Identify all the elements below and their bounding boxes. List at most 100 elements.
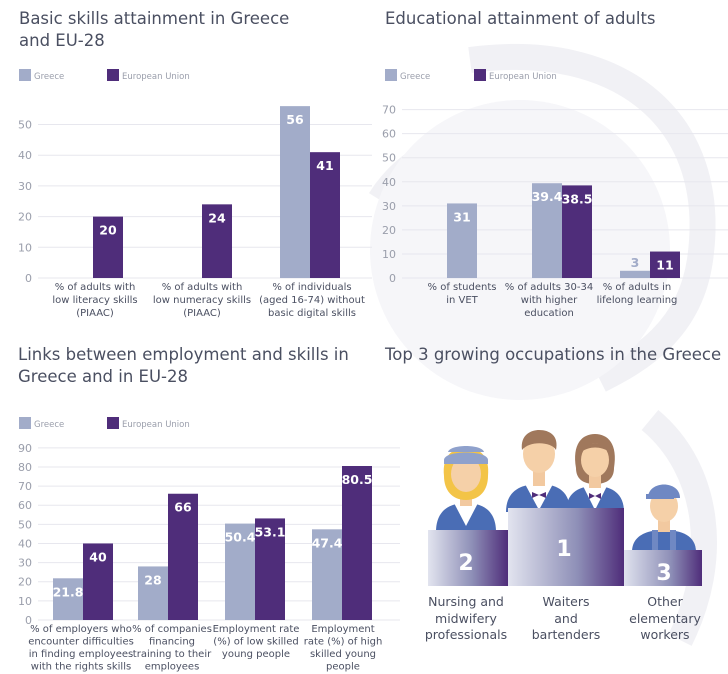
- y-tick-label: 10: [18, 241, 32, 254]
- podium-label-2: Nursing and midwifery professionals: [424, 594, 508, 642]
- category-label: % of employers who encounter difficulties…: [28, 624, 134, 673]
- chart-basic-skills-title: Basic skills attainment in Greece and EU…: [19, 9, 290, 50]
- legend-swatch: [19, 69, 31, 81]
- chart-employment-skills: Links between employment and skills in G…: [0, 340, 400, 674]
- legend-swatch: [474, 69, 486, 81]
- y-tick-label: 70: [18, 480, 32, 493]
- y-tick-label: 30: [18, 180, 32, 193]
- y-tick-label: 60: [382, 128, 396, 141]
- chart-educational-attainment-title: Educational attainment of adults: [385, 9, 656, 28]
- data-label: 47.4: [312, 535, 343, 550]
- data-label: 20: [99, 223, 117, 238]
- bar: [280, 106, 310, 278]
- data-label: 80.5: [342, 472, 373, 487]
- data-label: 21.8: [53, 584, 84, 599]
- chart-employment-skills-title: Links between employment and skills in G…: [18, 345, 349, 386]
- bar: [202, 204, 232, 278]
- bar: [312, 529, 342, 620]
- category-label: % of adults 30-34 with higher education: [505, 282, 593, 319]
- legend-swatch: [19, 417, 31, 429]
- data-label: 38.5: [562, 191, 593, 206]
- bar: [532, 183, 562, 278]
- y-tick-label: 10: [382, 248, 396, 261]
- legend-swatch: [385, 69, 397, 81]
- bar: [93, 216, 123, 278]
- y-tick-label: 40: [382, 176, 396, 189]
- bar: [310, 152, 340, 278]
- bar: [225, 523, 255, 620]
- data-label: 53.1: [255, 524, 286, 539]
- data-label: 3: [631, 255, 640, 270]
- category-label: % of adults with low literacy skills (PIAA…: [52, 282, 137, 319]
- bar: [447, 203, 477, 278]
- legend-label: Greece: [34, 72, 64, 82]
- data-label: 40: [89, 549, 107, 564]
- podium-label-1: Waiters and bartenders: [531, 594, 601, 642]
- waiter-icon: [506, 430, 570, 512]
- bar: [620, 270, 650, 278]
- nurse-icon: [436, 446, 496, 532]
- bar: [168, 493, 198, 620]
- legend-label: European Union: [122, 72, 190, 82]
- y-tick-label: 90: [18, 442, 32, 455]
- worker-icon: [632, 484, 696, 552]
- y-tick-label: 40: [18, 149, 32, 162]
- data-label: 41: [316, 158, 333, 173]
- bar: [650, 251, 680, 278]
- podium-block-3: [624, 550, 702, 586]
- y-tick-label: 30: [18, 557, 32, 570]
- y-tick-label: 20: [18, 576, 32, 589]
- data-label: 39.4: [532, 189, 563, 204]
- chart-basic-skills: Basic skills attainment in Greece and EU…: [0, 0, 380, 340]
- podium-block-1: [508, 508, 624, 586]
- category-label: % of students in VET: [428, 282, 497, 306]
- podium-rank-3: 3: [656, 561, 671, 586]
- y-tick-label: 60: [18, 499, 32, 512]
- data-label: 50.4: [225, 530, 256, 545]
- podium-title: Top 3 growing occupations in the Greece: [385, 345, 722, 364]
- category-label: % of adults in lifelong learning: [597, 282, 678, 306]
- category-label: % of adults with low numeracy skills (PIAA…: [153, 282, 251, 319]
- chart-basic-skills-plot: Greece European Union 0 10 20 30 40 50 20 % of ad…: [18, 69, 372, 319]
- legend-label: European Union: [122, 420, 190, 430]
- y-tick-label: 20: [382, 224, 396, 237]
- y-tick-label: 50: [18, 119, 32, 132]
- y-tick-label: 10: [18, 595, 32, 608]
- bar: [255, 518, 285, 620]
- y-tick-label: 0: [25, 272, 32, 285]
- y-tick-label: 70: [382, 104, 396, 117]
- legend-swatch: [107, 69, 119, 81]
- bar: [83, 543, 113, 620]
- category-label: Employment rate (%) of low skilled young p…: [213, 624, 300, 660]
- data-label: 56: [286, 112, 304, 127]
- data-label: 66: [174, 500, 192, 515]
- podium-rank-2: 2: [458, 551, 473, 576]
- bar: [562, 185, 592, 278]
- data-label: 11: [656, 258, 673, 273]
- legend-label: Greece: [400, 72, 430, 82]
- legend-label: Greece: [34, 420, 64, 430]
- y-tick-label: 50: [18, 518, 32, 531]
- y-tick-label: 0: [25, 614, 32, 627]
- category-label: % of companies financing training to their…: [132, 624, 212, 673]
- podium-rank-1: 1: [556, 537, 571, 562]
- y-tick-label: 30: [382, 200, 396, 213]
- data-label: 31: [453, 209, 470, 224]
- legend-swatch: [107, 417, 119, 429]
- y-tick-label: 40: [18, 537, 32, 550]
- chart-employment-skills-plot: Greece European Union 0 10 20 30 40 50 60 70 80 90 2…: [18, 417, 400, 673]
- podium-block-2: [428, 530, 508, 586]
- bar: [53, 578, 83, 620]
- y-tick-label: 50: [382, 152, 396, 165]
- podium-label-3: Other elementary workers: [629, 594, 701, 642]
- waitress-icon: [566, 434, 624, 512]
- y-tick-label: 0: [389, 272, 396, 285]
- bar: [138, 566, 168, 620]
- chart-educational-attainment: Educational attainment of adults Greece E…: [364, 0, 728, 340]
- bar: [342, 466, 372, 620]
- y-tick-label: 80: [18, 461, 32, 474]
- category-label: % of individuals (aged 16-74) without basi…: [259, 282, 365, 319]
- data-label: 28: [144, 572, 161, 587]
- podium-panel: Top 3 growing occupations in the Greece: [384, 340, 728, 674]
